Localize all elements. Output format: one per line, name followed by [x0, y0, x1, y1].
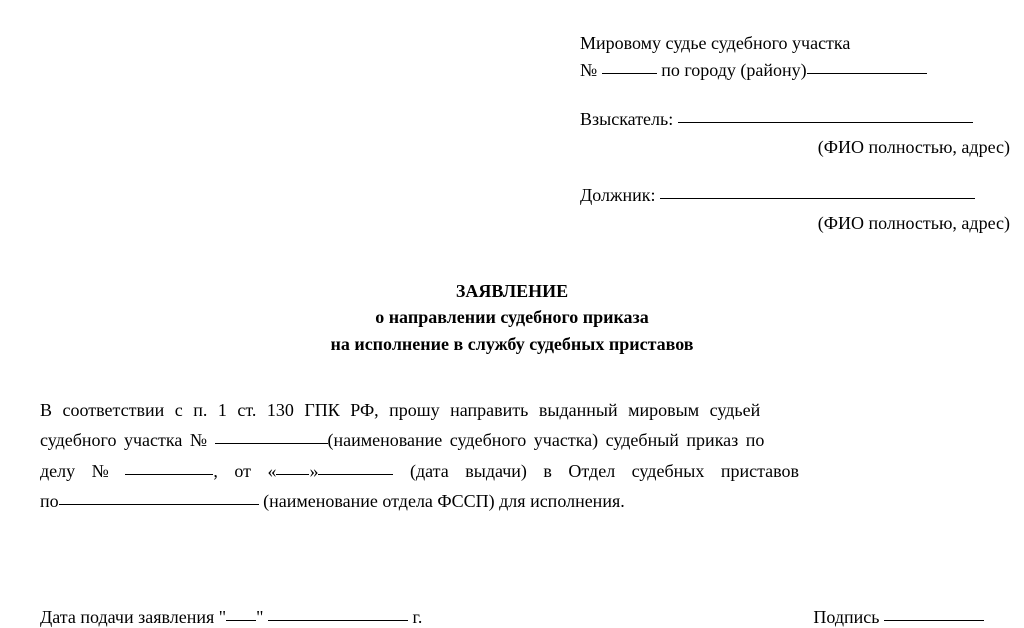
body-l3c: ,	[213, 461, 218, 481]
district-name-blank[interactable]	[215, 443, 328, 444]
title-line3: на исполнение в службу судебных приставо…	[40, 331, 984, 357]
city-label: по городу (району)	[661, 60, 806, 80]
body-l3d: от	[234, 461, 251, 481]
body-line4: по (наименование отдела ФССП) для исполн…	[40, 486, 984, 517]
submit-month-blank[interactable]	[268, 620, 408, 621]
body-l3b: №	[92, 461, 109, 481]
date-month-blank[interactable]	[318, 474, 393, 475]
signature-block: Подпись	[813, 607, 984, 628]
claimant-label: Взыскатель:	[580, 109, 673, 129]
date-quote-close: "	[256, 607, 263, 627]
document-title: ЗАЯВЛЕНИЕ о направлении судебного приказ…	[40, 278, 984, 356]
date-label: Дата подачи заявления	[40, 607, 214, 627]
num-prefix: №	[580, 60, 597, 80]
debtor-blank[interactable]	[660, 198, 975, 199]
quote-close: »	[309, 461, 318, 481]
signature-label: Подпись	[813, 607, 879, 627]
body-line3: делу № , от « » (дата выдачи) в Отдел суд…	[40, 456, 984, 487]
body-l2a: судебного участка №	[40, 430, 207, 450]
footer: Дата подачи заявления " " г. Подпись	[40, 607, 984, 628]
title-line2: о направлении судебного приказа	[40, 304, 984, 330]
claimant-caption: (ФИО полностью, адрес)	[580, 135, 1010, 160]
body-l4a: по	[40, 491, 59, 511]
submission-date: Дата подачи заявления " " г.	[40, 607, 422, 628]
date-day-blank[interactable]	[276, 474, 309, 475]
body-l1a: В соответствии с п. 1 ст. 130 ГПК РФ, пр…	[40, 400, 760, 420]
debtor-caption: (ФИО полностью, адрес)	[580, 211, 1010, 236]
body-l2b: (наименование судебного участка) судебны…	[328, 430, 765, 450]
city-blank[interactable]	[807, 73, 927, 74]
fssp-dept-blank[interactable]	[59, 504, 259, 505]
case-number-blank[interactable]	[125, 474, 213, 475]
district-number-blank[interactable]	[602, 73, 657, 74]
quote-open: «	[267, 461, 276, 481]
body-text: В соответствии с п. 1 ст. 130 ГПК РФ, пр…	[40, 395, 984, 517]
body-l3a: делу	[40, 461, 75, 481]
recipient-line2: № по городу (району)	[580, 57, 1010, 84]
recipient-header: Мировому судье судебного участка № по го…	[580, 30, 1010, 236]
submit-day-blank[interactable]	[226, 620, 256, 621]
claimant-blank[interactable]	[678, 122, 973, 123]
year-suffix: г.	[412, 607, 422, 627]
date-quote-open: "	[219, 607, 226, 627]
debtor-label: Должник:	[580, 185, 655, 205]
signature-blank[interactable]	[884, 620, 984, 621]
claimant-line: Взыскатель:	[580, 106, 1010, 133]
recipient-line1: Мировому судье судебного участка	[580, 30, 1010, 57]
body-l3g: (дата выдачи) в Отдел судебных приставов	[410, 461, 799, 481]
title-line1: ЗАЯВЛЕНИЕ	[40, 278, 984, 304]
body-line1: В соответствии с п. 1 ст. 130 ГПК РФ, пр…	[40, 395, 984, 426]
body-line2: судебного участка № (наименование судебн…	[40, 425, 984, 456]
debtor-line: Должник:	[580, 182, 1010, 209]
body-l4b: (наименование отдела ФССП) для исполнени…	[263, 491, 625, 511]
